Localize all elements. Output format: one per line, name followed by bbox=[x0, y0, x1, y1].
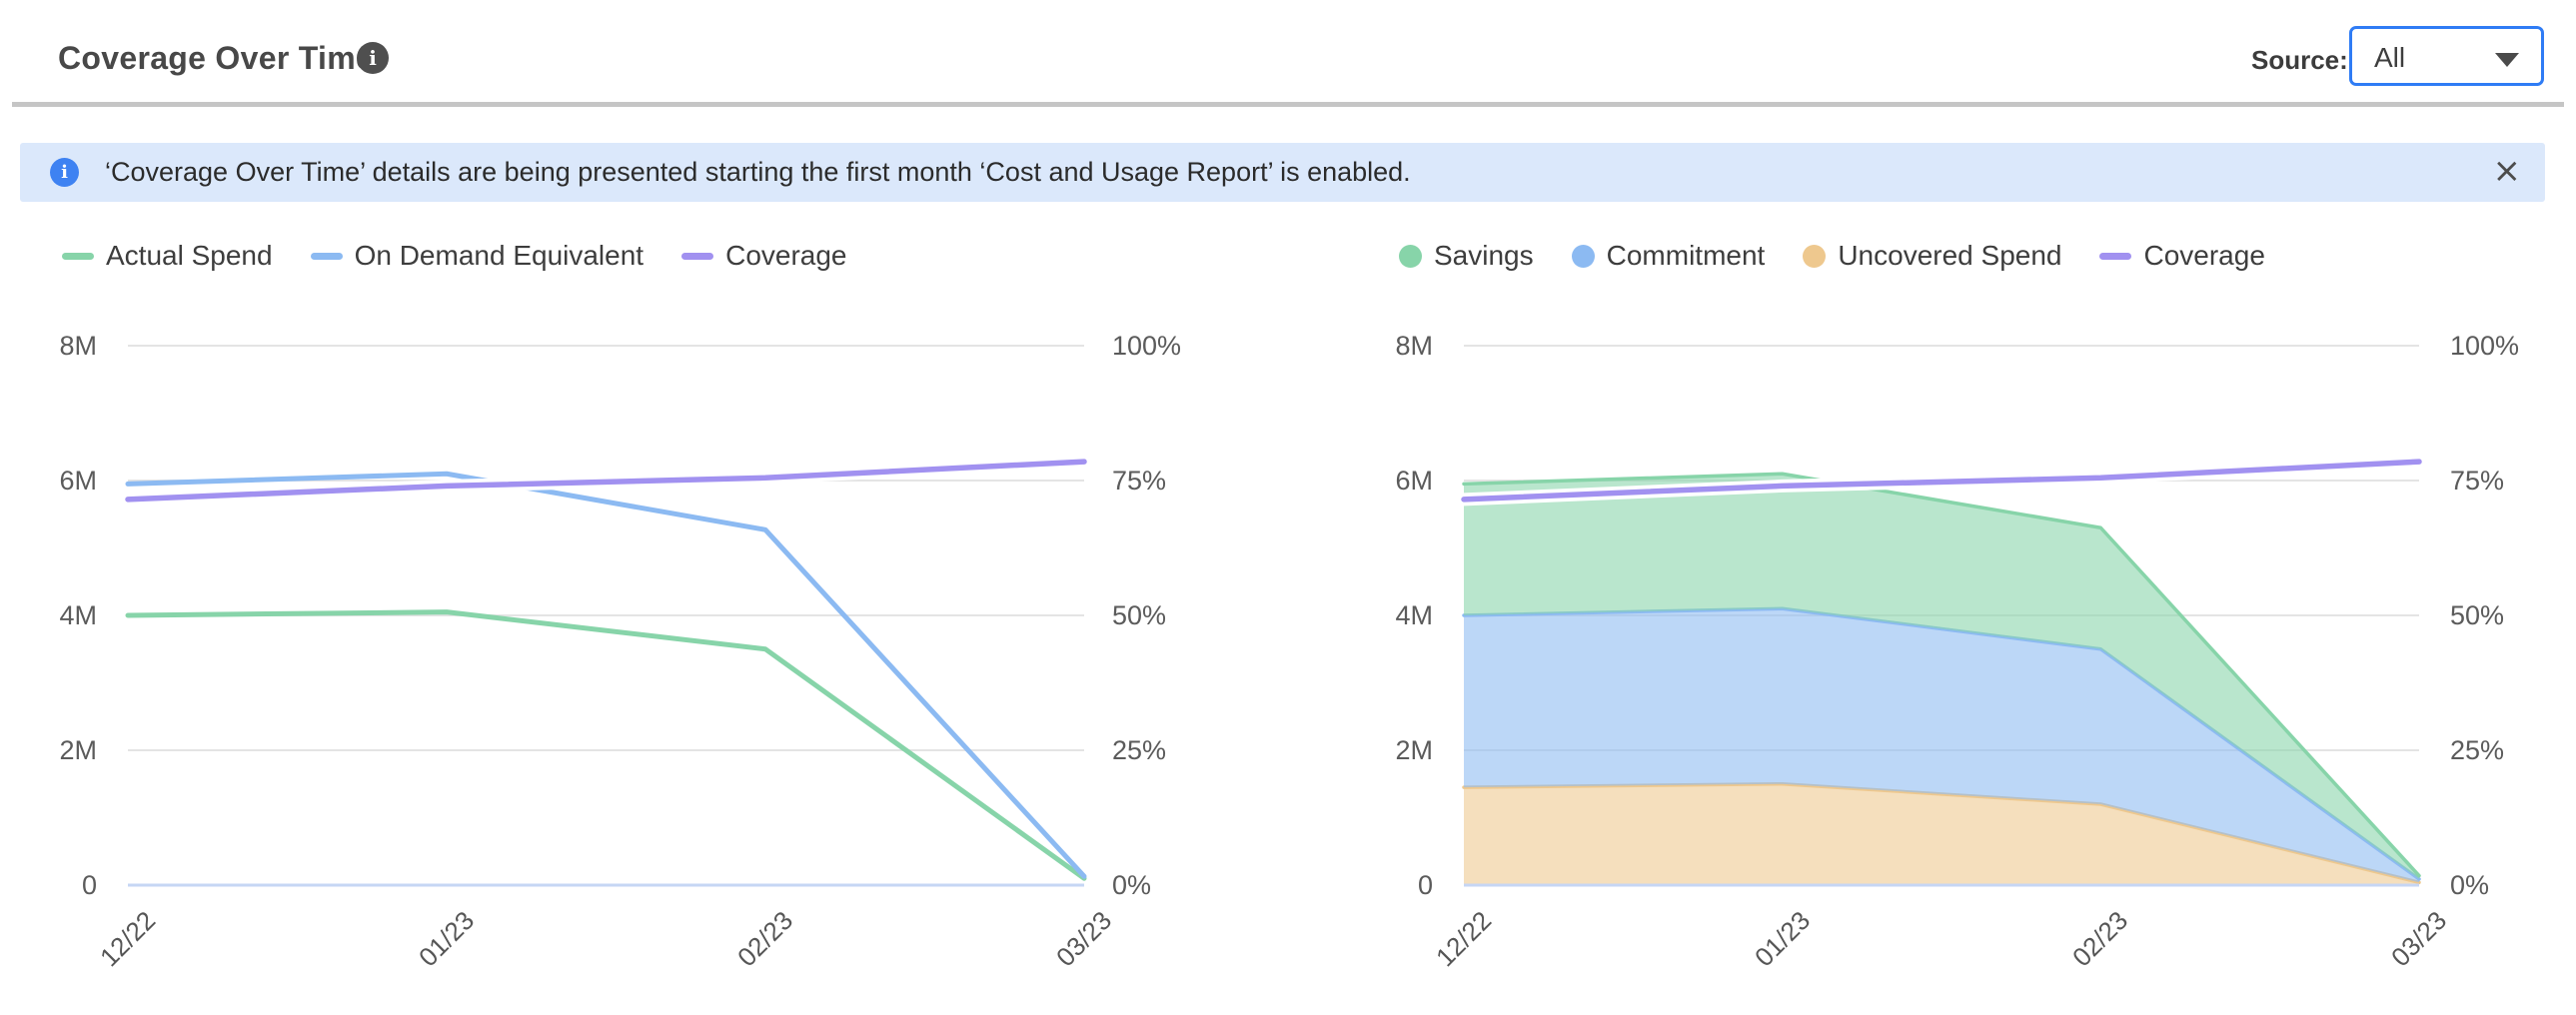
area-chart-legend: Savings Commitment Uncovered Spend Coverage bbox=[1399, 237, 2265, 275]
legend-label: On Demand Equivalent bbox=[354, 240, 644, 271]
area-uncovered-spend bbox=[1464, 783, 2419, 885]
y-axis-left-label: 8M bbox=[1395, 331, 1433, 361]
y-axis-right-label: 100% bbox=[2450, 331, 2520, 361]
legend-line-swatch-icon bbox=[2099, 252, 2132, 260]
y-axis-right-label: 50% bbox=[2450, 600, 2505, 630]
y-axis-left-label: 6M bbox=[1395, 466, 1433, 496]
y-axis-left-label: 8M bbox=[59, 331, 97, 361]
info-icon-glyph: i bbox=[369, 46, 377, 70]
legend-line-swatch-icon bbox=[62, 252, 94, 260]
legend-item-coverage[interactable]: Coverage bbox=[2099, 240, 2265, 272]
legend-label: Coverage bbox=[725, 240, 847, 271]
info-banner: i ‘Coverage Over Time’ details are being… bbox=[20, 143, 2545, 202]
y-axis-right-label: 75% bbox=[1112, 466, 1167, 496]
legend-label: Commitment bbox=[1606, 240, 1766, 271]
banner-info-icon-glyph: i bbox=[61, 161, 68, 183]
y-axis-left-label: 4M bbox=[1395, 600, 1433, 630]
legend-item-actual-spend[interactable]: Actual Spend bbox=[62, 240, 273, 272]
legend-label: Coverage bbox=[2143, 240, 2265, 271]
banner-info-icon: i bbox=[50, 158, 79, 187]
y-axis-right-label: 25% bbox=[2450, 735, 2505, 765]
legend-label: Savings bbox=[1434, 240, 1534, 271]
source-label: Source: bbox=[2251, 45, 2348, 75]
y-axis-right-label: 0% bbox=[2450, 870, 2490, 900]
y-axis-left-label: 6M bbox=[59, 466, 97, 496]
legend-line-swatch-icon bbox=[310, 252, 343, 260]
series-coverage bbox=[1461, 459, 2422, 503]
info-icon[interactable]: i bbox=[357, 42, 389, 74]
legend-line-swatch-icon bbox=[681, 252, 714, 260]
area-commitment bbox=[1464, 608, 2419, 883]
legend-dot-swatch-icon bbox=[1399, 244, 1422, 268]
y-axis-right-label: 50% bbox=[1112, 600, 1167, 630]
source-select[interactable]: All bbox=[2349, 26, 2544, 86]
y-axis-right-label: 25% bbox=[1112, 735, 1167, 765]
banner-text: ‘Coverage Over Time’ details are being p… bbox=[105, 157, 1411, 187]
series-actual-spend bbox=[125, 609, 1087, 881]
legend-label: Uncovered Spend bbox=[1838, 240, 2062, 271]
y-axis-left-label: 0 bbox=[81, 870, 97, 900]
y-axis-left-label: 2M bbox=[59, 735, 97, 765]
area-edge-savings bbox=[1462, 472, 2421, 878]
y-axis-left-label: 0 bbox=[1417, 870, 1433, 900]
legend-dot-swatch-icon bbox=[1803, 244, 1827, 268]
chevron-down-icon bbox=[2495, 53, 2519, 67]
header-divider bbox=[12, 102, 2564, 107]
line-chart-legend: Actual Spend On Demand Equivalent Coverage bbox=[62, 237, 847, 275]
y-axis-left-label: 4M bbox=[59, 600, 97, 630]
y-axis-right-label: 0% bbox=[1112, 870, 1152, 900]
y-axis-right-label: 75% bbox=[2450, 466, 2505, 496]
close-icon[interactable]: × bbox=[2492, 151, 2522, 191]
legend-item-coverage[interactable]: Coverage bbox=[681, 240, 847, 272]
legend-label: Actual Spend bbox=[106, 240, 273, 271]
series-on-demand-equivalent bbox=[125, 471, 1087, 879]
legend-item-uncovered-spend[interactable]: Uncovered Spend bbox=[1803, 240, 2061, 272]
series-coverage bbox=[125, 459, 1087, 503]
page-title: Coverage Over Time bbox=[58, 40, 375, 76]
legend-item-savings[interactable]: Savings bbox=[1399, 240, 1534, 272]
legend-item-on-demand-equivalent[interactable]: On Demand Equivalent bbox=[310, 240, 644, 272]
legend-dot-swatch-icon bbox=[1571, 244, 1595, 268]
source-select-value: All bbox=[2374, 42, 2406, 73]
y-axis-right-label: 100% bbox=[1112, 331, 1182, 361]
legend-item-commitment[interactable]: Commitment bbox=[1571, 240, 1766, 272]
area-savings bbox=[1464, 474, 2419, 879]
y-axis-left-label: 2M bbox=[1395, 735, 1433, 765]
